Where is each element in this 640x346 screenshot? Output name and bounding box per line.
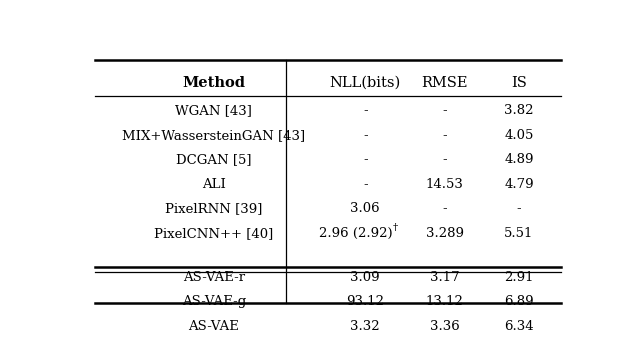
Text: 4.79: 4.79 — [504, 178, 534, 191]
Text: -: - — [363, 153, 367, 166]
Text: -: - — [363, 129, 367, 142]
Text: ALI: ALI — [202, 178, 226, 191]
Text: †: † — [392, 223, 397, 232]
Text: 13.12: 13.12 — [426, 295, 463, 308]
Text: PixelRNN [39]: PixelRNN [39] — [165, 202, 262, 215]
Text: -: - — [363, 178, 367, 191]
Text: MIX+WassersteinGAN [43]: MIX+WassersteinGAN [43] — [122, 129, 305, 142]
Text: 3.06: 3.06 — [350, 202, 380, 215]
Text: 3.82: 3.82 — [504, 104, 534, 117]
Text: -: - — [363, 104, 367, 117]
Text: 4.05: 4.05 — [504, 129, 534, 142]
Text: Method: Method — [182, 76, 245, 90]
Text: IS: IS — [511, 76, 527, 90]
Text: WGAN [43]: WGAN [43] — [175, 104, 252, 117]
Text: 14.53: 14.53 — [426, 178, 463, 191]
Text: 2.96 (2.92): 2.96 (2.92) — [319, 227, 393, 240]
Text: 3.17: 3.17 — [429, 271, 460, 284]
Text: 6.89: 6.89 — [504, 295, 534, 308]
Text: 2.91: 2.91 — [504, 271, 534, 284]
Text: AS-VAE-r: AS-VAE-r — [183, 271, 245, 284]
Text: RMSE: RMSE — [421, 76, 468, 90]
Text: -: - — [442, 104, 447, 117]
Text: -: - — [516, 202, 521, 215]
Text: NLL(bits): NLL(bits) — [330, 76, 401, 90]
Text: -: - — [442, 202, 447, 215]
Text: 3.32: 3.32 — [350, 320, 380, 333]
Text: 6.34: 6.34 — [504, 320, 534, 333]
Text: 3.289: 3.289 — [426, 227, 463, 240]
Text: AS-VAE: AS-VAE — [189, 320, 239, 333]
Text: 3.36: 3.36 — [429, 320, 460, 333]
Text: 4.89: 4.89 — [504, 153, 534, 166]
Text: AS-VAE-g: AS-VAE-g — [182, 295, 246, 308]
Text: -: - — [442, 129, 447, 142]
Text: 3.09: 3.09 — [350, 271, 380, 284]
Text: 5.51: 5.51 — [504, 227, 534, 240]
Text: PixelCNN++ [40]: PixelCNN++ [40] — [154, 227, 273, 240]
Text: DCGAN [5]: DCGAN [5] — [176, 153, 252, 166]
Text: 93.12: 93.12 — [346, 295, 384, 308]
Text: -: - — [442, 153, 447, 166]
